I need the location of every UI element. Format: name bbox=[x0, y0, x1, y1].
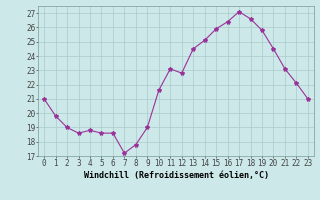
X-axis label: Windchill (Refroidissement éolien,°C): Windchill (Refroidissement éolien,°C) bbox=[84, 171, 268, 180]
